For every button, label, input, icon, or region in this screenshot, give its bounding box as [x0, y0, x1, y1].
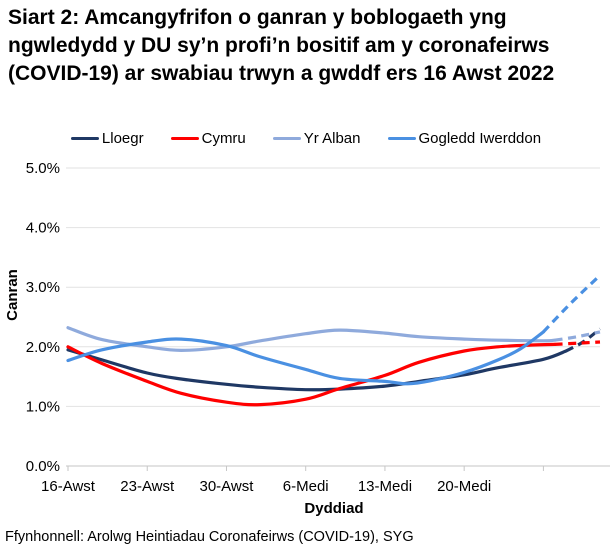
line-cymru: [66, 342, 557, 407]
legend-item-lloegr: Lloegr: [70, 130, 144, 147]
legend-label: Yr Alban: [303, 130, 361, 147]
y-tick-label: 1.0%: [26, 398, 60, 415]
source-note: Ffynhonnell: Arolwg Heintiadau Coronafei…: [5, 529, 414, 545]
y-tick-label: 4.0%: [26, 220, 60, 237]
line-cymru-provisional-dashed: [554, 340, 601, 346]
x-tick-label: 20-Medi: [437, 478, 491, 495]
line-gogledd-iwerddon-provisional-dashed: [542, 274, 602, 334]
chart-title: Siart 2: Amcangyfrifon o ganran y boblog…: [8, 6, 555, 85]
line-yr-alban: [66, 326, 557, 352]
x-axis-title: Dyddiad: [304, 500, 363, 517]
line-yr-alban-provisional-dashed: [554, 330, 601, 342]
x-tick-label: 13-Medi: [358, 478, 412, 495]
y-tick-label: 2.0%: [26, 339, 60, 356]
legend: Lloegr Cymru Yr Alban Gogledd Iwerddon: [0, 130, 612, 147]
x-tick-label: 23-Awst: [120, 478, 175, 495]
legend-label: Cymru: [201, 130, 246, 147]
legend-label: Lloegr: [101, 130, 144, 147]
legend-label: Gogledd Iwerddon: [418, 130, 542, 147]
line-gogledd-iwerddon: [66, 330, 545, 386]
legend-item-cymru: Cymru: [170, 130, 246, 147]
line-lloegr: [66, 348, 568, 392]
line-chart-plot-area: 0.0% 1.0% 2.0% 3.0% 4.0% 5.0% 16-Awst 23-Awst 30…: [4, 160, 610, 517]
x-tick-label: 16-Awst: [41, 478, 96, 495]
x-tick-label: 6-Medi: [283, 478, 329, 495]
legend-line-swatch-lloegr: [70, 136, 99, 141]
y-axis-title: Canran: [4, 269, 21, 321]
x-tick-label: 30-Awst: [200, 478, 255, 495]
legend-item-yr-alban: Yr Alban: [272, 130, 361, 147]
legend-line-swatch-yr-alban: [272, 136, 301, 141]
legend-item-gogledd-iwerddon: Gogledd Iwerddon: [387, 130, 542, 147]
legend-line-swatch-gogledd-iwerddon: [387, 136, 416, 141]
y-tick-label: 3.0%: [26, 279, 60, 296]
legend-line-swatch-cymru: [170, 136, 199, 141]
y-tick-label: 5.0%: [26, 160, 60, 177]
y-tick-label: 0.0%: [26, 458, 60, 475]
